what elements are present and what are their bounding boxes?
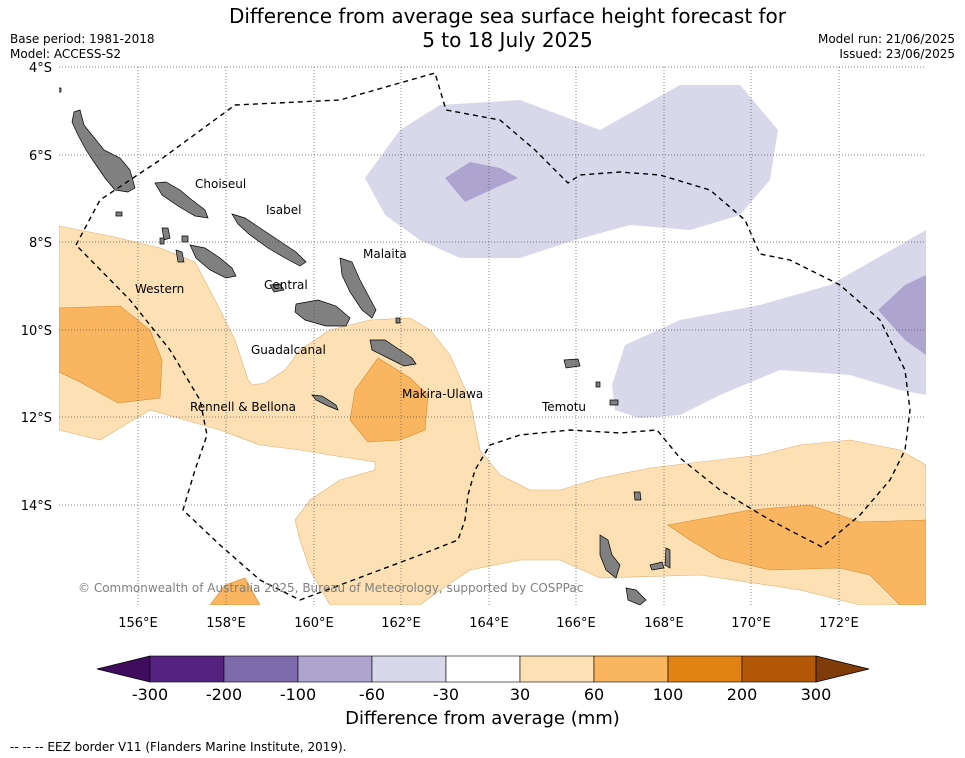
colorbar-ticks: -300 -200 -100 -60 -30 30 60 100 200 300 — [132, 685, 831, 700]
colorbar-segments — [149, 655, 817, 683]
colorbar-tick-label: 30 — [510, 685, 530, 700]
colorbar-title: Difference from average (mm) — [345, 708, 620, 729]
anomaly-purple-east — [878, 275, 926, 355]
anomaly-orange-west — [59, 305, 163, 404]
lon-label-164e: 164°E — [469, 616, 509, 631]
colorbar-tick-label: 60 — [584, 685, 604, 700]
island-bougainville — [71, 109, 136, 193]
island-guadalcanal — [294, 299, 351, 327]
label-guadalcanal: Guadalcanal — [251, 343, 326, 357]
map-area: Choiseul Isabel Malaita Western Central … — [59, 67, 926, 605]
lat-label-8s: 8°S — [29, 236, 52, 251]
colorbar-tick-label: -200 — [206, 685, 242, 700]
island-small-1 — [595, 381, 601, 388]
meta-left: Base period: 1981-2018 Model: ACCESS-S2 — [10, 32, 155, 62]
colorbar-max-extend — [815, 655, 870, 683]
latitude-labels: 4°S 6°S 8°S 10°S 12°S 14°S — [21, 61, 52, 514]
title-line-1: Difference from average sea surface heig… — [228, 4, 787, 28]
anomaly-orange-southeast — [667, 504, 926, 605]
lon-label-172e: 172°E — [819, 616, 859, 631]
island-isabel — [231, 213, 307, 267]
copyright-text: © Commonwealth of Australia 2025, Bureau… — [78, 581, 583, 595]
map-svg: Choiseul Isabel Malaita Western Central … — [21, 61, 926, 700]
colorbar-segment — [297, 655, 373, 683]
lon-label-170e: 170°E — [731, 616, 771, 631]
island-vella — [161, 227, 171, 241]
colorbar-tick-label: 100 — [653, 685, 684, 700]
lon-label-160e: 160°E — [294, 616, 334, 631]
island-small-5 — [181, 235, 189, 243]
island-new-georgia — [189, 244, 237, 279]
island-ranongga — [175, 249, 185, 263]
colorbar-segment — [445, 655, 521, 683]
island-florida — [269, 283, 285, 293]
lat-label-14s: 14°S — [21, 499, 52, 514]
model-run: Model run: 21/06/2025 — [817, 32, 955, 46]
lon-label-168e: 168°E — [644, 616, 684, 631]
label-isabel: Isabel — [266, 203, 301, 217]
colorbar-segment — [149, 655, 225, 683]
anomaly-light-purple-north — [365, 85, 778, 258]
colorbar-segment — [593, 655, 669, 683]
colorbar-tick-label: -60 — [359, 685, 385, 700]
island-small-6 — [59, 87, 62, 93]
colorbar-min-extend — [96, 655, 151, 683]
label-choiseul: Choiseul — [195, 177, 246, 191]
anomaly-light-orange-south — [59, 225, 926, 605]
lon-label-162e: 162°E — [381, 616, 421, 631]
label-temotu: Temotu — [541, 400, 586, 414]
label-central: Central — [264, 278, 308, 292]
lon-label-158e: 158°E — [206, 616, 246, 631]
eez-border — [75, 72, 911, 601]
island-banks — [633, 491, 642, 501]
meta-right: Model run: 21/06/2025 Issued: 23/06/2025 — [818, 32, 955, 62]
colorbar-tick-label: 200 — [727, 685, 758, 700]
colorbar-segment — [371, 655, 447, 683]
lon-label-156e: 156°E — [118, 616, 158, 631]
lon-label-166e: 166°E — [556, 616, 596, 631]
island-malaita — [339, 257, 377, 319]
island-vanuatu-espiritu — [599, 534, 621, 579]
colorbar-segment — [223, 655, 299, 683]
issued-date: Issued: 23/06/2025 — [839, 47, 955, 61]
longitude-labels: 156°E 158°E 160°E 162°E 164°E 166°E 168°… — [118, 616, 859, 631]
colorbar-segment — [667, 655, 743, 683]
lat-label-6s: 6°S — [29, 149, 52, 164]
anomaly-orange-makira — [349, 357, 429, 443]
island-vanuatu-pentecost — [664, 547, 671, 569]
landmasses — [59, 87, 671, 605]
base-period: Base period: 1981-2018 — [10, 32, 155, 46]
island-small-7 — [159, 237, 165, 245]
lat-label-12s: 12°S — [21, 411, 52, 426]
colorbar-tick-label: -300 — [132, 685, 168, 700]
eez-legend-footer: -- -- -- EEZ border V11 (Flanders Marine… — [10, 740, 347, 754]
island-rennell — [311, 394, 339, 411]
colorbar-tick-label: -30 — [433, 685, 459, 700]
island-makira — [369, 339, 417, 367]
model-name: Model: ACCESS-S2 — [10, 47, 122, 61]
island-small-3 — [395, 317, 401, 324]
label-western: Western — [135, 282, 184, 296]
anomaly-light-purple-east — [612, 230, 926, 418]
island-choiseul — [154, 181, 209, 219]
colorbar-segment — [519, 655, 595, 683]
anomaly-purple-north — [445, 162, 518, 202]
label-makira-ulawa: Makira-Ulawa — [402, 387, 483, 401]
island-small-2 — [609, 399, 619, 406]
colorbar-segment — [741, 655, 817, 683]
lat-label-4s: 4°S — [29, 61, 52, 76]
island-small-4 — [115, 211, 123, 217]
gridlines — [59, 66, 926, 605]
lat-label-10s: 10°S — [21, 324, 52, 339]
island-santa-cruz — [563, 358, 581, 369]
colorbar: -300 -200 -100 -60 -30 30 60 100 200 300 — [96, 655, 870, 700]
island-vanuatu-malekula — [625, 587, 647, 605]
label-malaita: Malaita — [363, 247, 407, 261]
colorbar-tick-label: -100 — [280, 685, 316, 700]
title-line-2: 5 to 18 July 2025 — [422, 28, 593, 52]
colorbar-tick-label: 300 — [801, 685, 832, 700]
label-rennell-bellona: Rennell & Bellona — [190, 400, 296, 414]
map-title: Difference from average sea surface heig… — [0, 4, 965, 52]
anomaly-orange-southwest — [209, 577, 261, 605]
